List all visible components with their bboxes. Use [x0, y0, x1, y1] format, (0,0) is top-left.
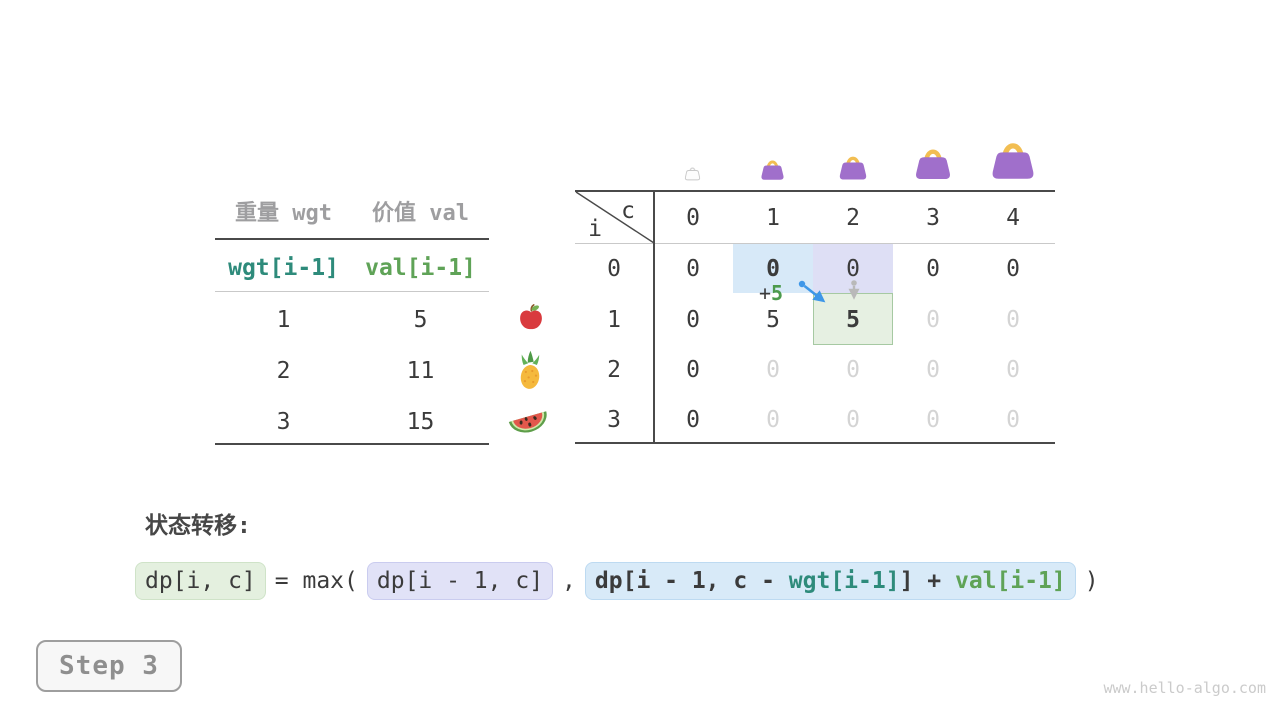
capacity-variable-label: c [621, 198, 635, 224]
dp-table: c i 0 1 2 3 4 0 1 2 3 0 0 0 0 0 0 5 5 0 … [575, 190, 1055, 445]
dp-cell: 0 [846, 357, 860, 383]
formula-lhs-box: dp[i, c] [135, 561, 266, 601]
add-value-annotation: +5 [759, 281, 783, 305]
dp-cell: 0 [926, 256, 940, 282]
item-row-1: 1 5 [215, 307, 489, 333]
plus-sign: + [759, 281, 772, 305]
dp-vertical-divider [653, 190, 655, 444]
item-row-2: 2 11 [215, 358, 489, 384]
bag-capacity-4-icon [990, 133, 1036, 181]
arg2-bracket: ] [899, 567, 914, 594]
highlight-target-cell [813, 293, 893, 345]
item-3-value: 15 [406, 409, 435, 435]
dp-cell: 0 [926, 307, 940, 333]
dp-cell: 0 [1006, 256, 1020, 282]
arg2-prefix: dp[i - 1, c - [594, 567, 789, 594]
arg2-plus: + [913, 567, 955, 594]
added-value: 5 [771, 281, 784, 305]
item-1-value: 5 [413, 307, 428, 333]
item-3-weight: 3 [276, 409, 291, 435]
site-url: www.hello-algo.com [1103, 679, 1266, 697]
item-row-3: 3 15 [215, 409, 489, 435]
formula-arg1-box: dp[i - 1, c] [366, 561, 554, 601]
dp-cell: 0 [686, 357, 700, 383]
item-2-weight: 2 [276, 358, 291, 384]
bag-capacity-2-icon [838, 156, 868, 181]
dp-col-header-3: 3 [926, 205, 940, 231]
arg2-wgt-term: wgt[i-1] [788, 567, 900, 594]
dp-cell: 0 [1006, 307, 1020, 333]
divider [215, 238, 489, 240]
arg2-val-term: val[i-1] [954, 567, 1066, 594]
dp-cell: 5 [846, 307, 860, 333]
wgt-index-label: wgt[i-1] [228, 255, 339, 281]
divider [215, 291, 489, 292]
dp-cell: 0 [686, 256, 700, 282]
dp-cell: 0 [686, 407, 700, 433]
item-table: 重量 wgt 价值 val wgt[i-1] val[i-1] 1 5 2 11… [215, 190, 489, 445]
state-transition-formula: dp[i, c] = max( dp[i - 1, c] , dp[i - 1,… [135, 560, 1099, 602]
empty-bag-icon [684, 167, 701, 181]
dp-cell: 0 [846, 407, 860, 433]
formula-operator: = max( [274, 568, 358, 594]
dp-cell: 0 [926, 357, 940, 383]
dp-bottom-border [575, 442, 1055, 444]
dp-top-border [575, 190, 1055, 192]
dp-col-header-0: 0 [686, 205, 700, 231]
dp-cell: 0 [1006, 357, 1020, 383]
dp-cell: 5 [766, 307, 780, 333]
bag-capacity-1-icon [760, 160, 785, 181]
value-column-header: 价值 val [372, 201, 469, 226]
item-2-value: 11 [406, 358, 435, 384]
formula-separator: , [562, 568, 576, 594]
item-table-index-row: wgt[i-1] val[i-1] [215, 255, 489, 281]
dp-col-header-4: 4 [1006, 205, 1020, 231]
item-1-weight: 1 [276, 307, 291, 333]
watermelon-icon [508, 411, 549, 437]
bag-capacity-3-icon [914, 141, 952, 181]
weight-column-header: 重量 wgt [235, 201, 332, 226]
dp-row-header-3: 3 [607, 407, 621, 433]
dp-cell: 0 [766, 407, 780, 433]
dp-col-header-1: 1 [766, 205, 780, 231]
dp-row-header-0: 0 [607, 256, 621, 282]
pineapple-icon [519, 350, 541, 390]
step-button[interactable]: Step 3 [36, 640, 182, 692]
dp-cell: 0 [766, 357, 780, 383]
dp-header-divider [575, 243, 1055, 244]
dp-row-header-2: 2 [607, 357, 621, 383]
formula-close-paren: ) [1084, 568, 1099, 594]
dp-cell: 0 [926, 407, 940, 433]
dp-cell: 0 [766, 256, 780, 282]
dp-col-header-2: 2 [846, 205, 860, 231]
state-transition-heading: 状态转移: [145, 513, 251, 539]
dp-row-header-1: 1 [607, 307, 621, 333]
dp-cell: 0 [1006, 407, 1020, 433]
divider [215, 443, 489, 445]
item-table-header-row: 重量 wgt 价值 val [215, 195, 489, 227]
dp-cell: 0 [846, 256, 860, 282]
item-variable-label: i [588, 216, 602, 242]
apple-icon [519, 303, 543, 330]
dp-cell: 0 [686, 307, 700, 333]
formula-arg2-box: dp[i - 1, c - wgt[i-1]] + val[i-1] [584, 561, 1076, 601]
val-index-label: val[i-1] [365, 255, 476, 281]
